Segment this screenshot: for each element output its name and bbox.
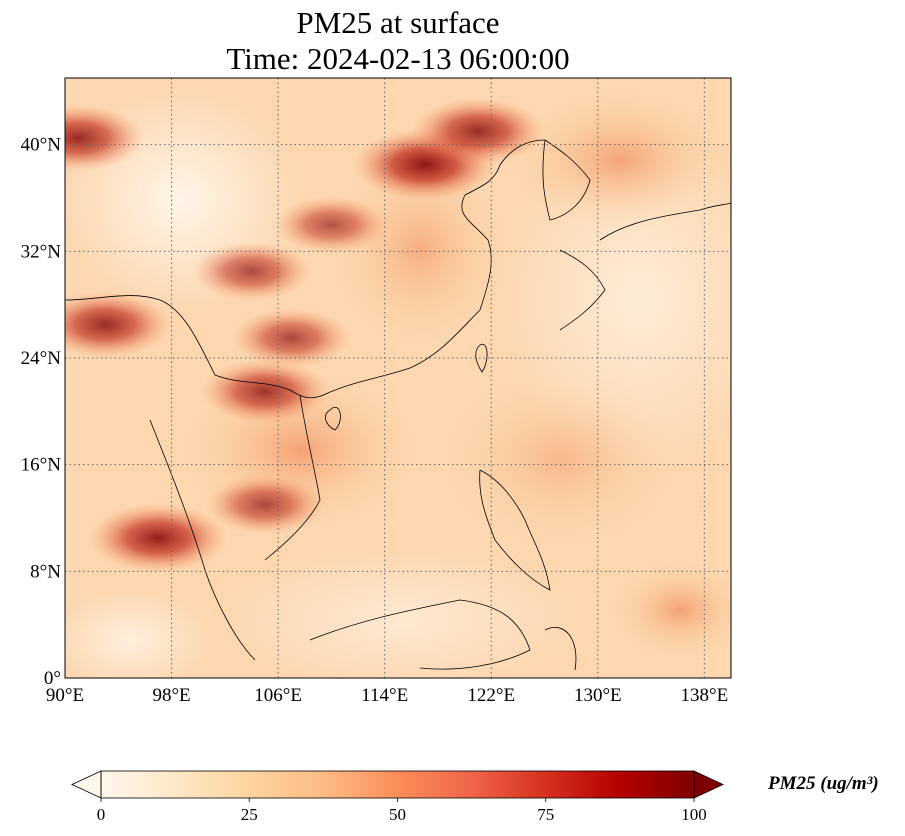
colorbar-extend-min: [71, 770, 102, 799]
colorbar-tick-label: 25: [241, 805, 258, 824]
y-tick-label: 24°N: [21, 348, 62, 369]
colorbar-ticks: 0 25 50 75 100: [97, 798, 707, 824]
y-tick-label: 8°N: [30, 561, 61, 582]
y-tick-label: 40°N: [21, 135, 62, 156]
pm25-map: 90°E 98°E 106°E 114°E 122°E 130°E 138°E 0° 8°N 1…: [21, 77, 732, 706]
x-tick-label: 90°E: [46, 685, 84, 706]
x-tick-label: 98°E: [152, 685, 190, 706]
x-tick-label: 130°E: [574, 685, 622, 706]
pm25-hotspot: [200, 359, 330, 424]
colorbar-tick-label: 75: [537, 805, 554, 824]
pm25-hotspot: [65, 291, 172, 359]
colorbar-tick-label: 100: [681, 805, 707, 824]
pm25-hotspot: [274, 196, 389, 254]
y-tick-label: 0°: [44, 668, 61, 689]
x-tick-label: 138°E: [681, 685, 729, 706]
colorbar-frame: [100, 770, 695, 799]
colorbar-label: PM25 (ug/m³): [768, 773, 879, 794]
y-tick-label: 16°N: [21, 455, 62, 476]
coastlines: [65, 139, 731, 671]
map-title-line1: PM25 at surface: [296, 5, 500, 40]
y-tick-labels: 0° 8°N 16°N 24°N 32°N 40°N: [21, 135, 62, 689]
x-tick-label: 114°E: [361, 685, 408, 706]
map-title-line2: Time: 2024-02-13 06:00:00: [226, 41, 570, 76]
pm25-hotspot: [205, 474, 325, 535]
map-frame: [64, 77, 732, 679]
pm25-hotspot: [411, 97, 545, 165]
colorbar-extend-max: [693, 770, 724, 799]
pm25-hotspot: [88, 503, 228, 573]
pollution-hotspots: [65, 97, 545, 573]
colorbar-tick-label: 50: [389, 805, 406, 824]
pm25-hotspot: [65, 104, 146, 172]
concentration-field: [65, 78, 731, 678]
y-tick-label: 32°N: [21, 241, 62, 262]
x-tick-labels: 90°E 98°E 106°E 114°E 122°E 130°E 138°E: [46, 685, 728, 706]
x-tick-label: 106°E: [254, 685, 302, 706]
pm25-hotspot: [231, 308, 351, 368]
colorbar-gradient: [101, 771, 694, 798]
pm25-hotspot: [191, 241, 311, 302]
x-tick-label: 122°E: [467, 685, 515, 706]
colorbar-tick-label: 0: [97, 805, 106, 824]
